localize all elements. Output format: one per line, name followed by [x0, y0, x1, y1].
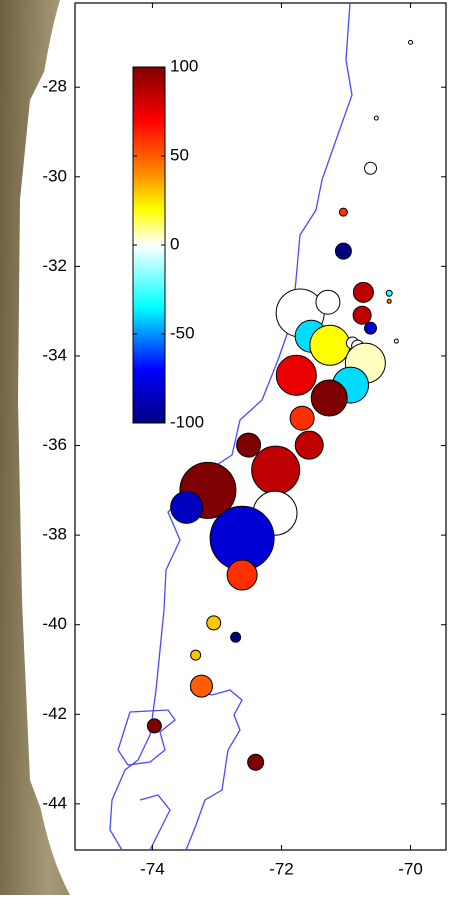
x-tick-label: -70: [398, 859, 423, 878]
coastline: [117, 709, 176, 766]
bubble: [364, 321, 378, 335]
y-tick-label: -40: [42, 614, 67, 633]
x-tick-label: -74: [140, 859, 165, 878]
bubble: [294, 430, 324, 460]
bubble: [189, 674, 213, 698]
colorbar: [132, 66, 166, 424]
bubble: [364, 161, 378, 175]
background-terrain: [0, 0, 120, 895]
bubble: [275, 354, 317, 396]
colorbar-tick-label: -100: [170, 412, 204, 431]
bubble: [373, 115, 379, 121]
axes-box: [74, 2, 447, 851]
bubble: [251, 445, 301, 495]
colorbar-tick-label: -50: [170, 323, 195, 342]
bubble: [170, 490, 204, 524]
coastline: [185, 689, 243, 851]
y-tick-label: -42: [42, 704, 67, 723]
bubble: [352, 305, 372, 325]
bubble: [247, 753, 265, 771]
bubble: [226, 559, 258, 591]
bubble: [338, 207, 348, 217]
bubble: [310, 379, 348, 417]
bubble: [146, 718, 162, 734]
bubble: [386, 298, 392, 304]
bubble: [190, 649, 202, 661]
y-tick-label: -32: [42, 256, 67, 275]
bubble: [334, 242, 352, 260]
y-tick-label: -30: [42, 166, 67, 185]
bubble: [393, 338, 399, 344]
colorbar-tick-label: 0: [170, 234, 179, 253]
bubble: [309, 324, 351, 366]
x-tick-label: -72: [269, 859, 294, 878]
y-tick-label: -38: [42, 525, 67, 544]
bubble: [230, 631, 242, 643]
bubble: [408, 39, 414, 45]
bubble: [352, 281, 374, 303]
bubble: [206, 615, 222, 631]
y-tick-label: -44: [42, 793, 67, 812]
bubble: [315, 289, 341, 315]
y-tick-label: -36: [42, 435, 67, 454]
bubble: [236, 432, 262, 458]
colorbar-tick-label: 50: [170, 145, 189, 164]
colorbar-tick-label: 100: [170, 56, 198, 75]
bubble: [385, 289, 393, 297]
y-tick-label: -28: [42, 77, 67, 96]
bubble: [289, 405, 315, 431]
y-tick-label: -34: [42, 345, 67, 364]
coastline: [139, 794, 171, 851]
